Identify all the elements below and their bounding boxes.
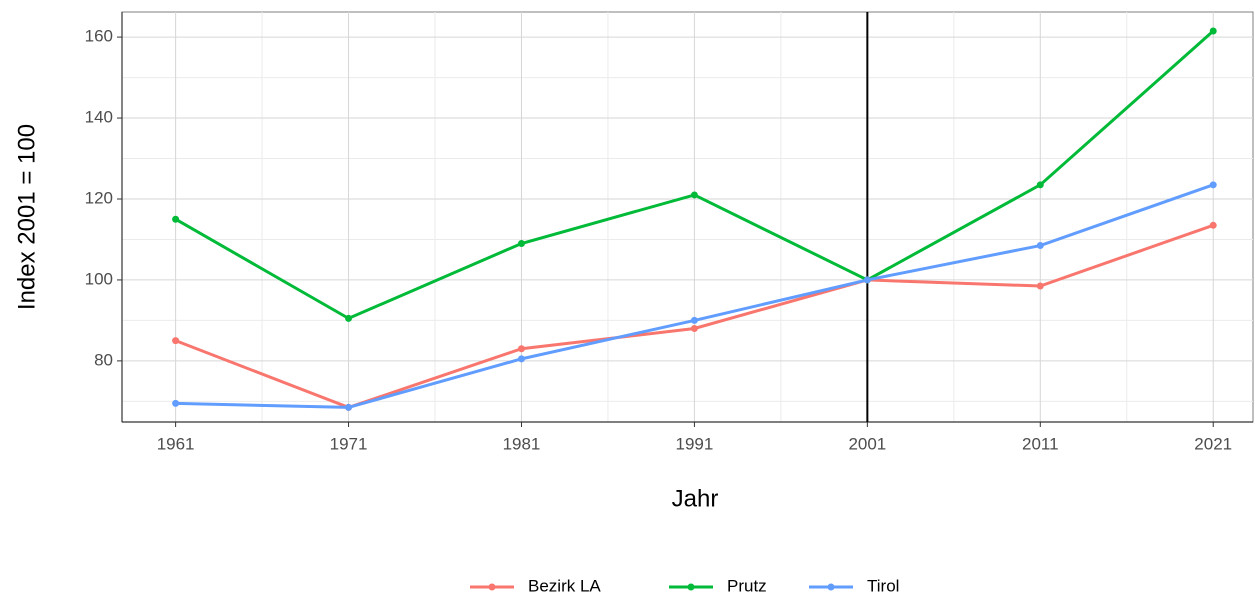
data-point [172,337,180,345]
x-tick-label: 2021 [1194,434,1232,453]
data-point [172,215,180,223]
data-point [1036,242,1044,250]
data-point [690,325,698,333]
data-point [863,276,871,284]
legend-label: Tirol [867,576,899,595]
y-tick-label: 160 [85,27,113,46]
y-tick-label: 100 [85,269,113,288]
data-point [517,355,525,363]
data-point [1036,181,1044,189]
data-point [172,399,180,407]
y-tick-label: 120 [85,188,113,207]
x-axis-title: Jahr [672,485,719,512]
data-point [517,345,525,353]
x-tick-label: 1961 [157,434,195,453]
y-tick-label: 140 [85,108,113,127]
x-tick-label: 2001 [848,434,886,453]
x-tick-label: 1971 [330,434,368,453]
data-point [345,403,353,411]
y-axis-title: Index 2001 = 100 [13,124,40,310]
legend-key-point [488,583,496,591]
x-tick-label: 2011 [1022,434,1059,453]
data-point [1209,181,1217,189]
legend-label: Bezirk LA [528,576,601,595]
data-point [690,191,698,199]
data-point [1209,221,1217,229]
data-point [517,240,525,248]
y-tick-label: 80 [94,350,113,369]
data-point [345,314,353,322]
legend-key-point [687,583,695,591]
x-tick-label: 1981 [503,434,541,453]
data-point [1036,282,1044,290]
data-point [690,316,698,324]
legend-label: Prutz [727,576,767,595]
x-tick-label: 1991 [676,434,714,453]
legend-key-point [827,583,835,591]
data-point [1209,27,1217,35]
